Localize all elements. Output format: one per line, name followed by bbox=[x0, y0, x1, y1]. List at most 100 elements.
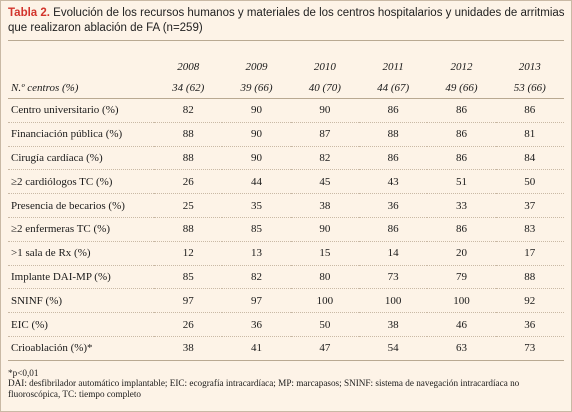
table-cell: 35 bbox=[222, 193, 291, 218]
table-cell: 36 bbox=[222, 312, 291, 337]
table-cell: 88 bbox=[154, 216, 223, 242]
center-count-row: N.º centros (%) 34 (62) 39 (66) 40 (70) … bbox=[8, 78, 564, 99]
table-cell: 86 bbox=[427, 121, 496, 147]
table-cell: 37 bbox=[495, 193, 564, 218]
table-row: EIC (%) 26 36 50 38 46 36 bbox=[8, 312, 564, 337]
year-header: 2011 bbox=[382, 61, 404, 73]
table-cell: 82 bbox=[182, 104, 194, 117]
table-cell: 47 bbox=[290, 335, 359, 361]
table-cell: 46 bbox=[427, 312, 496, 337]
year-header: 2009 bbox=[245, 61, 268, 73]
table-cell: 90 bbox=[319, 104, 331, 117]
table-cell: 97 bbox=[222, 288, 291, 313]
table-cell: 86 bbox=[455, 104, 467, 117]
year-header: 2013 bbox=[518, 61, 541, 73]
table-cell: 43 bbox=[358, 169, 428, 194]
table-body: Centro universitario (%) 82 90 90 86 86 86 Fina… bbox=[8, 99, 564, 361]
table-cell: 20 bbox=[427, 240, 496, 266]
table-cell: 88 bbox=[154, 145, 223, 170]
table-footnotes: *p<0,01 DAI: desfibrilador automático im… bbox=[8, 368, 564, 399]
table-cell: 14 bbox=[358, 240, 428, 266]
row-label: ≥2 cardiólogos TC (%) bbox=[8, 169, 155, 194]
table-cell: 86 bbox=[427, 145, 496, 170]
table-cell: 81 bbox=[495, 121, 564, 147]
table-cell: 100 bbox=[358, 288, 428, 313]
table-cell: 100 bbox=[290, 288, 359, 313]
center-count: 40 (70) bbox=[290, 78, 359, 99]
year-header-row: 2008 2009 2010 2011 2012 2013 bbox=[8, 56, 564, 78]
table-cell: 86 bbox=[387, 104, 399, 117]
table-cell: 51 bbox=[427, 169, 496, 194]
table-cell: 88 bbox=[495, 264, 564, 289]
table-cell: 87 bbox=[290, 121, 359, 147]
table-row: Crioablación (%)* 38 41 47 54 63 73 bbox=[8, 335, 564, 361]
table-row: Implante DAI-MP (%) 85 82 80 73 79 88 bbox=[8, 264, 564, 289]
table-row: >1 sala de Rx (%) 12 13 15 14 20 17 bbox=[8, 240, 564, 266]
table-cell: 86 bbox=[524, 104, 536, 117]
table-cell: 25 bbox=[154, 193, 223, 218]
table-cell: 86 bbox=[358, 216, 428, 242]
row-label: Presencia de becarios (%) bbox=[8, 193, 155, 218]
header-corner bbox=[8, 56, 154, 78]
table-cell: 26 bbox=[154, 169, 223, 194]
row-label: Crioablación (%)* bbox=[8, 335, 155, 361]
table-row: Financiación pública (%) 88 90 87 88 86 81 bbox=[8, 121, 564, 147]
table-row: SNINF (%) 97 97 100 100 100 92 bbox=[8, 288, 564, 313]
table-cell: 100 bbox=[427, 288, 496, 313]
table-cell: 26 bbox=[154, 312, 223, 337]
table-cell: 50 bbox=[495, 169, 564, 194]
row-label: Centro universitario (%) bbox=[11, 104, 119, 117]
table-cell: 73 bbox=[358, 264, 428, 289]
table-cell: 38 bbox=[358, 312, 428, 337]
table-cell: 90 bbox=[222, 121, 291, 147]
table-cell: 41 bbox=[222, 335, 291, 361]
table-cell: 90 bbox=[251, 104, 263, 117]
row-label: ≥2 enfermeras TC (%) bbox=[8, 216, 155, 242]
table-cell: 12 bbox=[154, 240, 223, 266]
table-cell: 84 bbox=[495, 145, 564, 170]
table-cell: 83 bbox=[495, 216, 564, 242]
caption-divider bbox=[8, 40, 564, 41]
table-cell: 90 bbox=[290, 216, 359, 242]
year-header: 2008 bbox=[177, 61, 200, 73]
table-row: Centro universitario (%) 82 90 90 86 86 86 bbox=[8, 99, 564, 123]
table-row: Cirugía cardíaca (%) 88 90 82 86 86 84 bbox=[8, 145, 564, 170]
table-cell: 82 bbox=[290, 145, 359, 170]
table-cell: 80 bbox=[290, 264, 359, 289]
table-cell: 45 bbox=[290, 169, 359, 194]
row-label: Cirugía cardíaca (%) bbox=[8, 145, 155, 170]
table-cell: 85 bbox=[222, 216, 291, 242]
table-cell: 82 bbox=[222, 264, 291, 289]
table-cell: 90 bbox=[222, 145, 291, 170]
table-cell: 15 bbox=[290, 240, 359, 266]
significance-note: *p<0,01 bbox=[8, 368, 39, 378]
table-row: ≥2 enfermeras TC (%) 88 85 90 86 86 83 bbox=[8, 216, 564, 242]
center-count: 34 (62) bbox=[154, 78, 223, 99]
table-cell: 92 bbox=[495, 288, 564, 313]
table-cell: 97 bbox=[154, 288, 223, 313]
center-count-label: N.º centros (%) bbox=[8, 78, 155, 99]
year-header: 2010 bbox=[313, 61, 336, 73]
table-cell: 85 bbox=[154, 264, 223, 289]
table-cell: 13 bbox=[222, 240, 291, 266]
table-cell: 36 bbox=[358, 193, 428, 218]
table-caption: Tabla 2. Evolución de los recursos human… bbox=[8, 6, 566, 36]
table-row: Presencia de becarios (%) 25 35 38 36 33 37 bbox=[8, 193, 564, 218]
table-cell: 50 bbox=[290, 312, 359, 337]
table-cell: 54 bbox=[358, 335, 428, 361]
table-cell: 88 bbox=[154, 121, 223, 147]
table-cell: 17 bbox=[495, 240, 564, 266]
table-cell: 36 bbox=[495, 312, 564, 337]
abbreviations-note: DAI: desfibrilador automático implantabl… bbox=[8, 378, 520, 399]
row-label: SNINF (%) bbox=[8, 288, 155, 313]
row-label: Implante DAI-MP (%) bbox=[8, 264, 155, 289]
table-row: ≥2 cardiólogos TC (%) 26 44 45 43 51 50 bbox=[8, 169, 564, 194]
table-cell: 86 bbox=[358, 145, 428, 170]
center-count: 49 (66) bbox=[427, 78, 496, 99]
center-count: 53 (66) bbox=[495, 78, 564, 99]
data-table: 2008 2009 2010 2011 2012 2013 N.º centro… bbox=[8, 56, 564, 361]
center-count: 39 (66) bbox=[222, 78, 291, 99]
row-label: EIC (%) bbox=[8, 312, 155, 337]
table-label: Tabla 2. bbox=[8, 7, 50, 19]
